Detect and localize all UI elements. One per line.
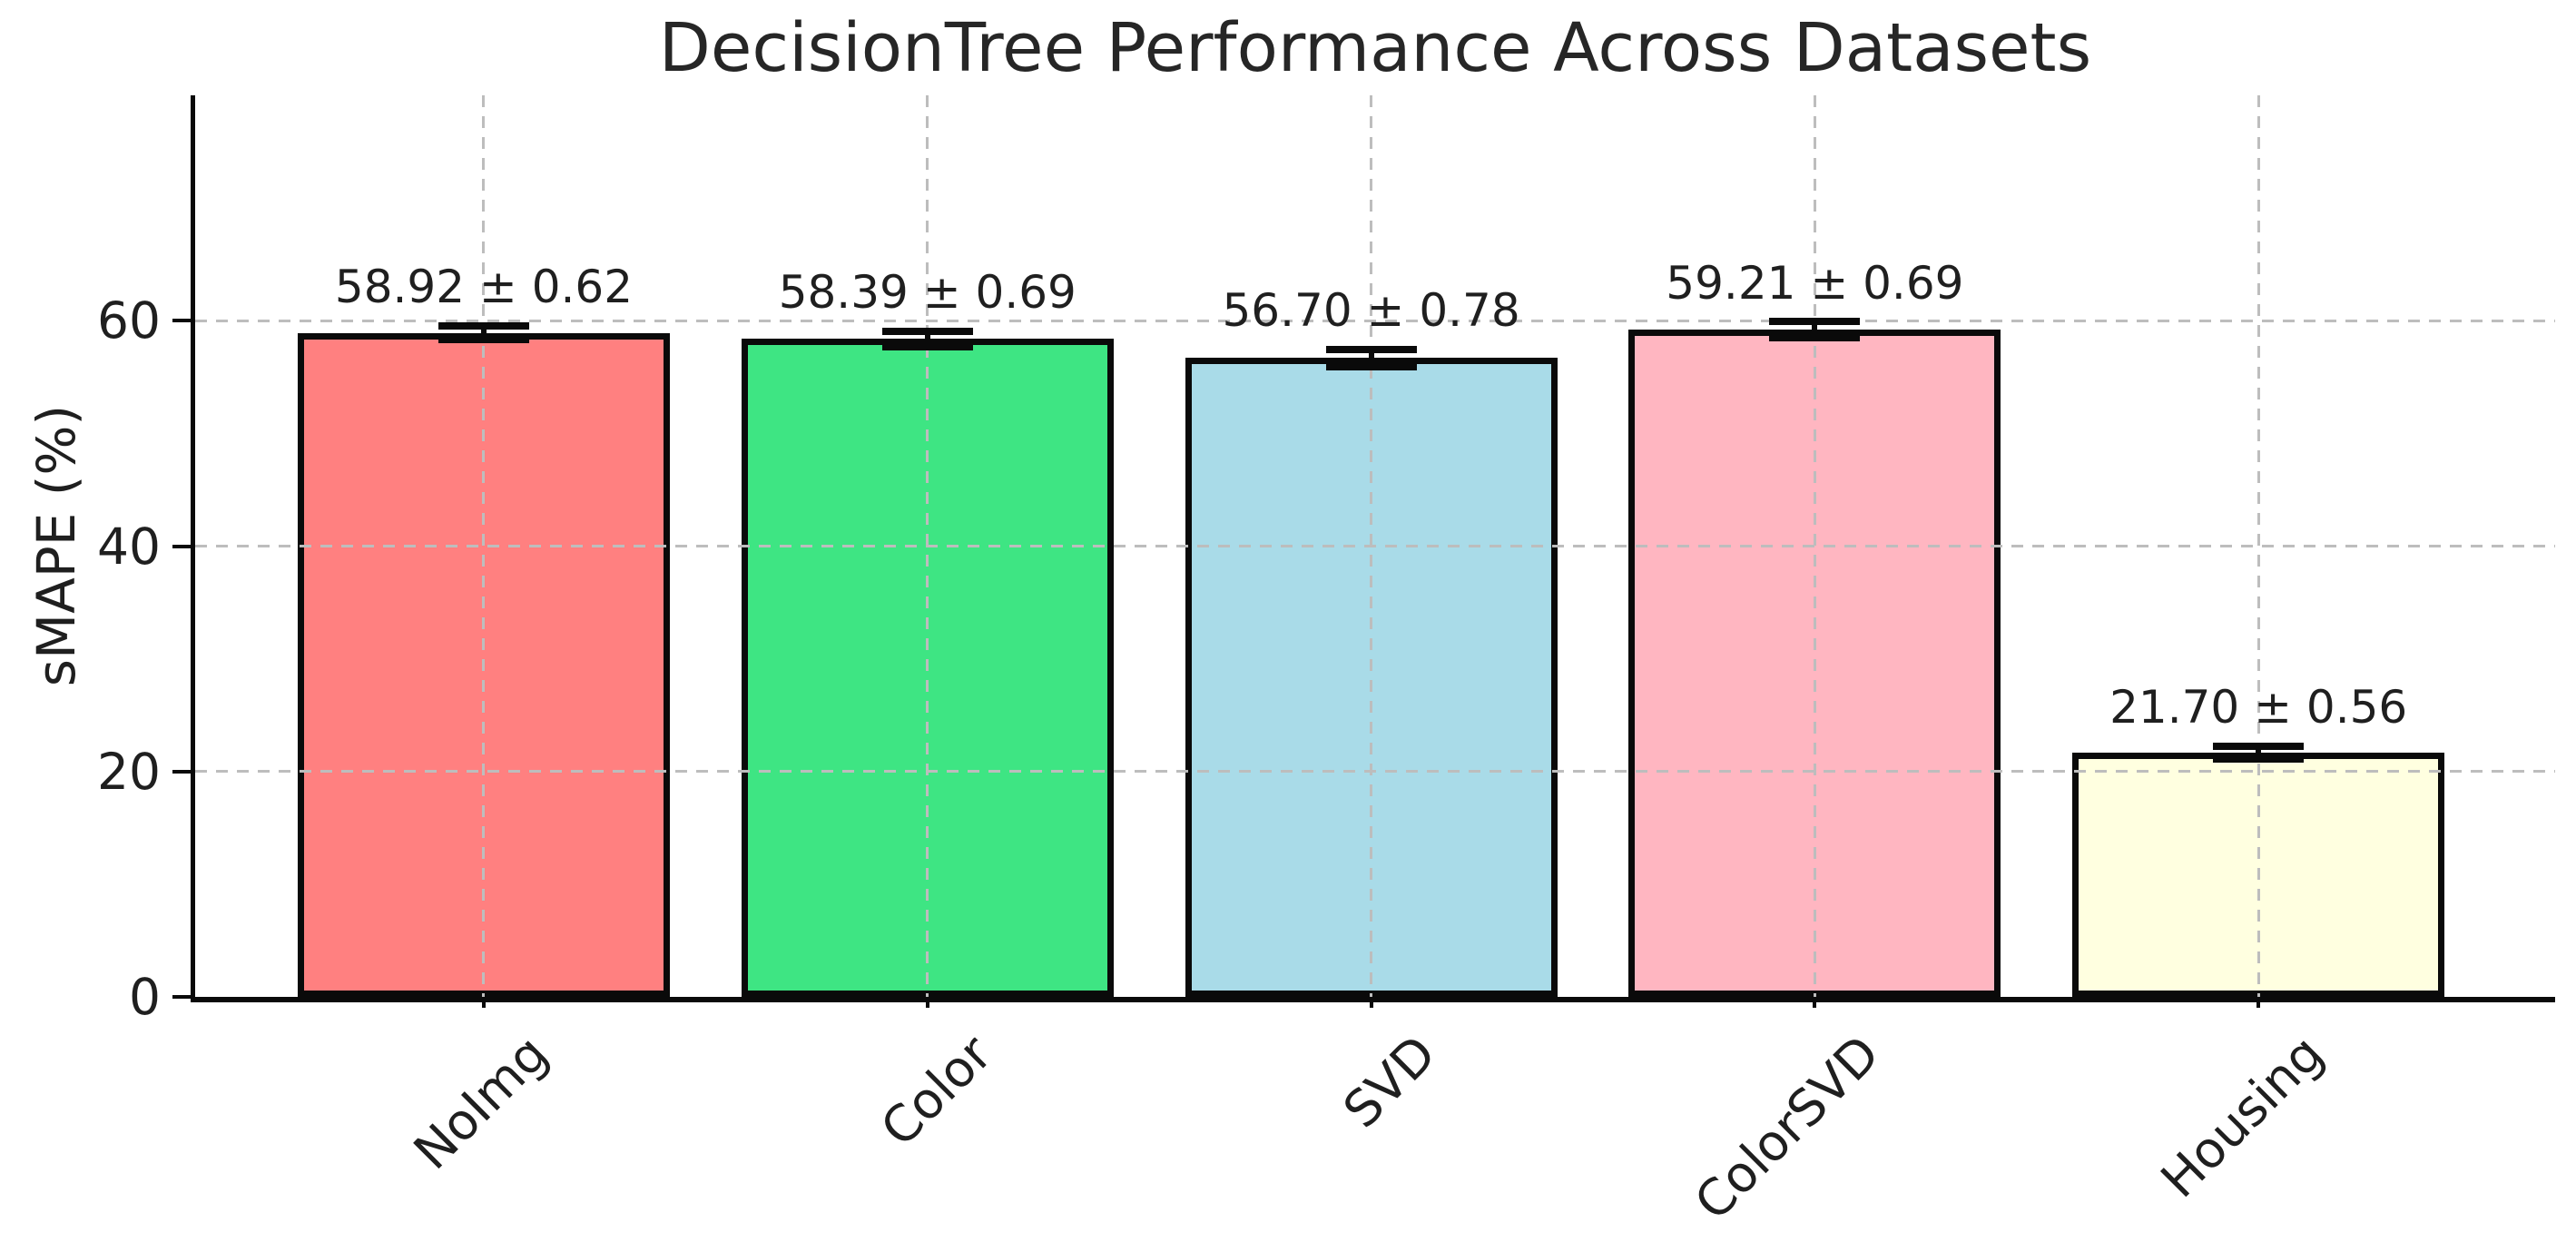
v-gridline: [1813, 95, 1816, 997]
error-bar-cap-bottom: [438, 336, 529, 344]
h-gridline: [195, 770, 2555, 774]
x-tick-label-text: SVD: [1332, 1024, 1447, 1139]
x-tick-mark: [1369, 997, 1373, 1008]
y-tick-label: 0: [129, 968, 161, 1026]
plot-area: 0 20 40 60 58.92 ± 0.62 NoImg 58.39 ± 0.69 Colo…: [97, 95, 2555, 1231]
error-bar-cap-bottom: [1769, 333, 1861, 341]
bar-value-label: 21.70 ± 0.56: [2109, 680, 2408, 734]
error-bar-cap-top: [1325, 345, 1417, 353]
y-tick-mark: [172, 769, 191, 774]
error-bar: [1812, 321, 1818, 338]
error-bar-cap-bottom: [2213, 754, 2305, 763]
x-tick-mark: [481, 997, 486, 1008]
y-tick-label: 40: [97, 517, 161, 576]
y-axis: [191, 95, 195, 1001]
y-tick-mark: [172, 995, 191, 999]
y-tick-mark: [172, 544, 191, 548]
error-bar-cap-top: [2213, 742, 2305, 750]
error-bar: [480, 325, 487, 340]
y-tick-label: 60: [97, 291, 161, 350]
x-tick-label-text: Color: [870, 1024, 1004, 1158]
error-bar-cap-top: [881, 327, 973, 335]
bar-value-label: 58.92 ± 0.62: [334, 260, 634, 313]
error-bar: [2256, 745, 2262, 759]
bar-value-label: 59.21 ± 0.69: [1666, 256, 1964, 310]
x-tick-label-text: Housing: [2149, 1024, 2335, 1209]
v-gridline: [482, 95, 486, 997]
error-bar-cap-top: [438, 321, 529, 330]
x-tick-label-text: NoImg: [403, 1024, 560, 1181]
bar-value-label: 56.70 ± 0.78: [1222, 283, 1520, 337]
error-bar: [1368, 349, 1374, 367]
h-gridline: [195, 319, 2555, 322]
x-tick-mark: [925, 997, 929, 1008]
bar-value-label: 58.39 ± 0.69: [778, 265, 1077, 319]
error-bar-cap-bottom: [1325, 362, 1417, 370]
h-gridline: [195, 545, 2555, 547]
v-gridline: [1370, 95, 1373, 997]
chart-title: DecisionTree Performance Across Datasets: [658, 9, 2092, 87]
x-tick-mark: [2256, 997, 2261, 1008]
x-tick-mark: [1813, 997, 1817, 1008]
x-tick-label-text: ColorSVD: [1683, 1024, 1891, 1232]
error-bar-cap-top: [1769, 318, 1861, 326]
error-bar-cap-bottom: [881, 342, 973, 350]
v-gridline: [2256, 95, 2260, 997]
y-axis-label: sMAPE (%): [25, 404, 87, 687]
y-tick-mark: [172, 319, 191, 323]
v-gridline: [926, 95, 929, 997]
y-tick-label: 20: [97, 742, 161, 801]
error-bar: [924, 330, 930, 347]
